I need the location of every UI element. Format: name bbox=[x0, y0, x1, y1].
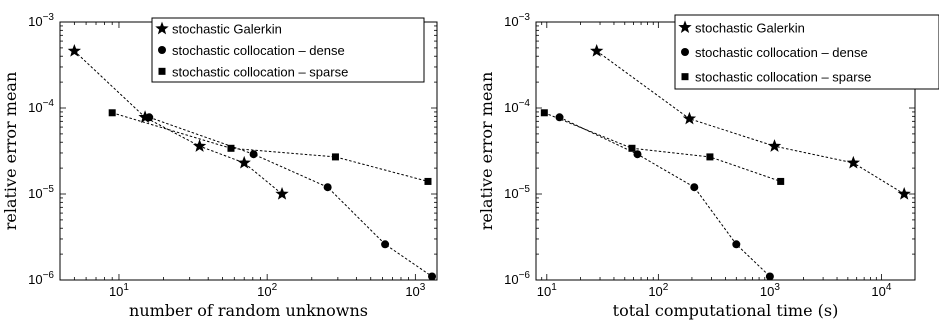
x-tick-label: 102 bbox=[257, 282, 277, 299]
star-point bbox=[590, 44, 604, 57]
star-point bbox=[138, 110, 152, 123]
square-point bbox=[227, 144, 235, 152]
series-circle bbox=[555, 113, 774, 281]
star-point bbox=[237, 155, 251, 169]
y-tick-label: 10−4 bbox=[28, 98, 54, 115]
circle-point bbox=[145, 113, 154, 122]
y-tick-label: 10−5 bbox=[28, 184, 54, 201]
left-chart: 101 102 103 10−6 10−5 10−4 10−3 number of rando… bbox=[1, 12, 438, 320]
circle-point bbox=[249, 150, 258, 159]
legend-marker bbox=[155, 21, 169, 35]
y-tick-label: 10−6 bbox=[504, 270, 530, 287]
legend-marker bbox=[678, 20, 692, 33]
y-tick-label: 10−3 bbox=[28, 12, 54, 29]
legend-label: stochastic Galerkin bbox=[172, 22, 282, 37]
square-point bbox=[706, 153, 714, 161]
legend-marker bbox=[681, 48, 689, 56]
x-axis-label: total computational time (s) bbox=[613, 301, 839, 320]
star-point bbox=[846, 155, 860, 169]
square-point bbox=[331, 153, 339, 161]
series-square bbox=[540, 109, 785, 185]
star-point bbox=[682, 111, 697, 125]
circle-point bbox=[323, 183, 332, 192]
legend-box bbox=[674, 14, 939, 90]
square-point bbox=[424, 177, 432, 185]
square-point bbox=[628, 144, 636, 152]
square-point bbox=[777, 177, 785, 185]
x-axis-label: number of random unknowns bbox=[129, 301, 368, 320]
x-tick-label: 102 bbox=[648, 282, 668, 299]
star-point bbox=[275, 187, 289, 200]
series-star bbox=[67, 44, 289, 200]
legend-label: stochastic collocation – dense bbox=[172, 43, 345, 58]
legend-label: stochastic collocation – sparse bbox=[172, 64, 348, 79]
series-line bbox=[149, 116, 433, 277]
star-point bbox=[767, 139, 782, 152]
star-point bbox=[192, 139, 207, 152]
circle-point bbox=[732, 240, 741, 249]
y-tick-label: 10−3 bbox=[504, 12, 530, 29]
circle-point bbox=[690, 183, 699, 192]
y-axis-label: relative error mean bbox=[477, 72, 496, 231]
star-point bbox=[67, 44, 82, 57]
x-tick-label: 103 bbox=[760, 282, 780, 299]
legend-marker bbox=[158, 67, 166, 75]
legend-label: stochastic collocation – dense bbox=[695, 45, 868, 60]
star-point bbox=[897, 187, 911, 200]
legend-marker bbox=[681, 73, 689, 81]
legend-marker bbox=[158, 46, 166, 54]
y-tick-label: 10−4 bbox=[504, 98, 530, 115]
x-tick-label: 101 bbox=[537, 282, 557, 299]
series-line bbox=[559, 116, 771, 277]
legend: stochastic Galerkin stochastic collocatio… bbox=[674, 14, 939, 90]
legend: stochastic Galerkin stochastic collocatio… bbox=[151, 17, 425, 83]
right-chart: 101 102 103 104 10−6 10−5 10−4 10−3 total comput… bbox=[477, 12, 939, 320]
series-square bbox=[108, 109, 432, 185]
series-line bbox=[544, 112, 781, 182]
legend-label: stochastic Galerkin bbox=[695, 20, 805, 35]
square-point bbox=[108, 109, 116, 117]
circle-point bbox=[765, 272, 774, 281]
circle-point bbox=[428, 272, 437, 281]
series-star bbox=[590, 44, 911, 200]
circle-point bbox=[381, 240, 390, 249]
y-tick-label: 10−6 bbox=[28, 270, 54, 287]
x-tick-label: 101 bbox=[109, 282, 129, 299]
legend-box bbox=[151, 17, 425, 83]
x-tick-label: 103 bbox=[405, 282, 425, 299]
circle-point bbox=[633, 150, 642, 159]
y-axis-label: relative error mean bbox=[1, 72, 20, 231]
y-tick-label: 10−5 bbox=[504, 184, 530, 201]
series-line bbox=[112, 112, 429, 182]
square-point bbox=[540, 109, 548, 117]
x-tick-label: 104 bbox=[871, 282, 891, 299]
series-circle bbox=[145, 113, 437, 281]
legend-label: stochastic collocation – sparse bbox=[695, 70, 871, 85]
